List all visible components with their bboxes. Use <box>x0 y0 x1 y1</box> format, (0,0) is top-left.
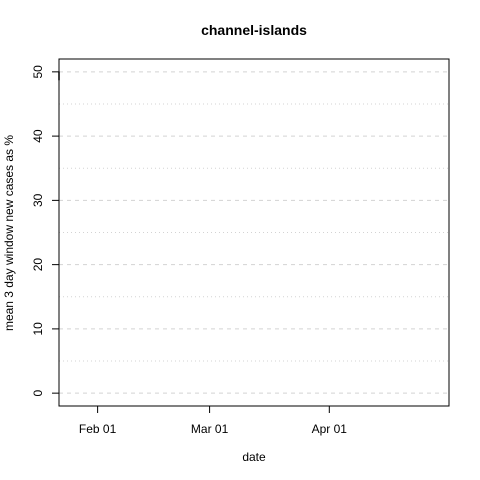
x-tick-label: Apr 01 <box>312 422 348 436</box>
y-tick-label: 40 <box>31 129 45 143</box>
y-tick-label: 10 <box>31 322 45 336</box>
x-axis: Feb 01 Mar 01 Apr 01 <box>79 406 347 436</box>
grid-layer <box>59 71 449 394</box>
x-tick-label: Feb 01 <box>79 422 117 436</box>
y-tick-label: 0 <box>31 389 45 396</box>
x-axis-label: date <box>242 450 266 464</box>
y-tick-label: 50 <box>31 65 45 79</box>
chart-title: channel-islands <box>201 22 307 38</box>
plot-frame <box>58 58 450 407</box>
y-axis-label: mean 3 day window new cases as % <box>2 135 16 331</box>
y-tick-label: 30 <box>31 193 45 207</box>
y-tick-label: 20 <box>31 258 45 272</box>
y-axis: 0 10 20 30 40 50 <box>31 65 59 396</box>
x-tick-label: Mar 01 <box>191 422 229 436</box>
